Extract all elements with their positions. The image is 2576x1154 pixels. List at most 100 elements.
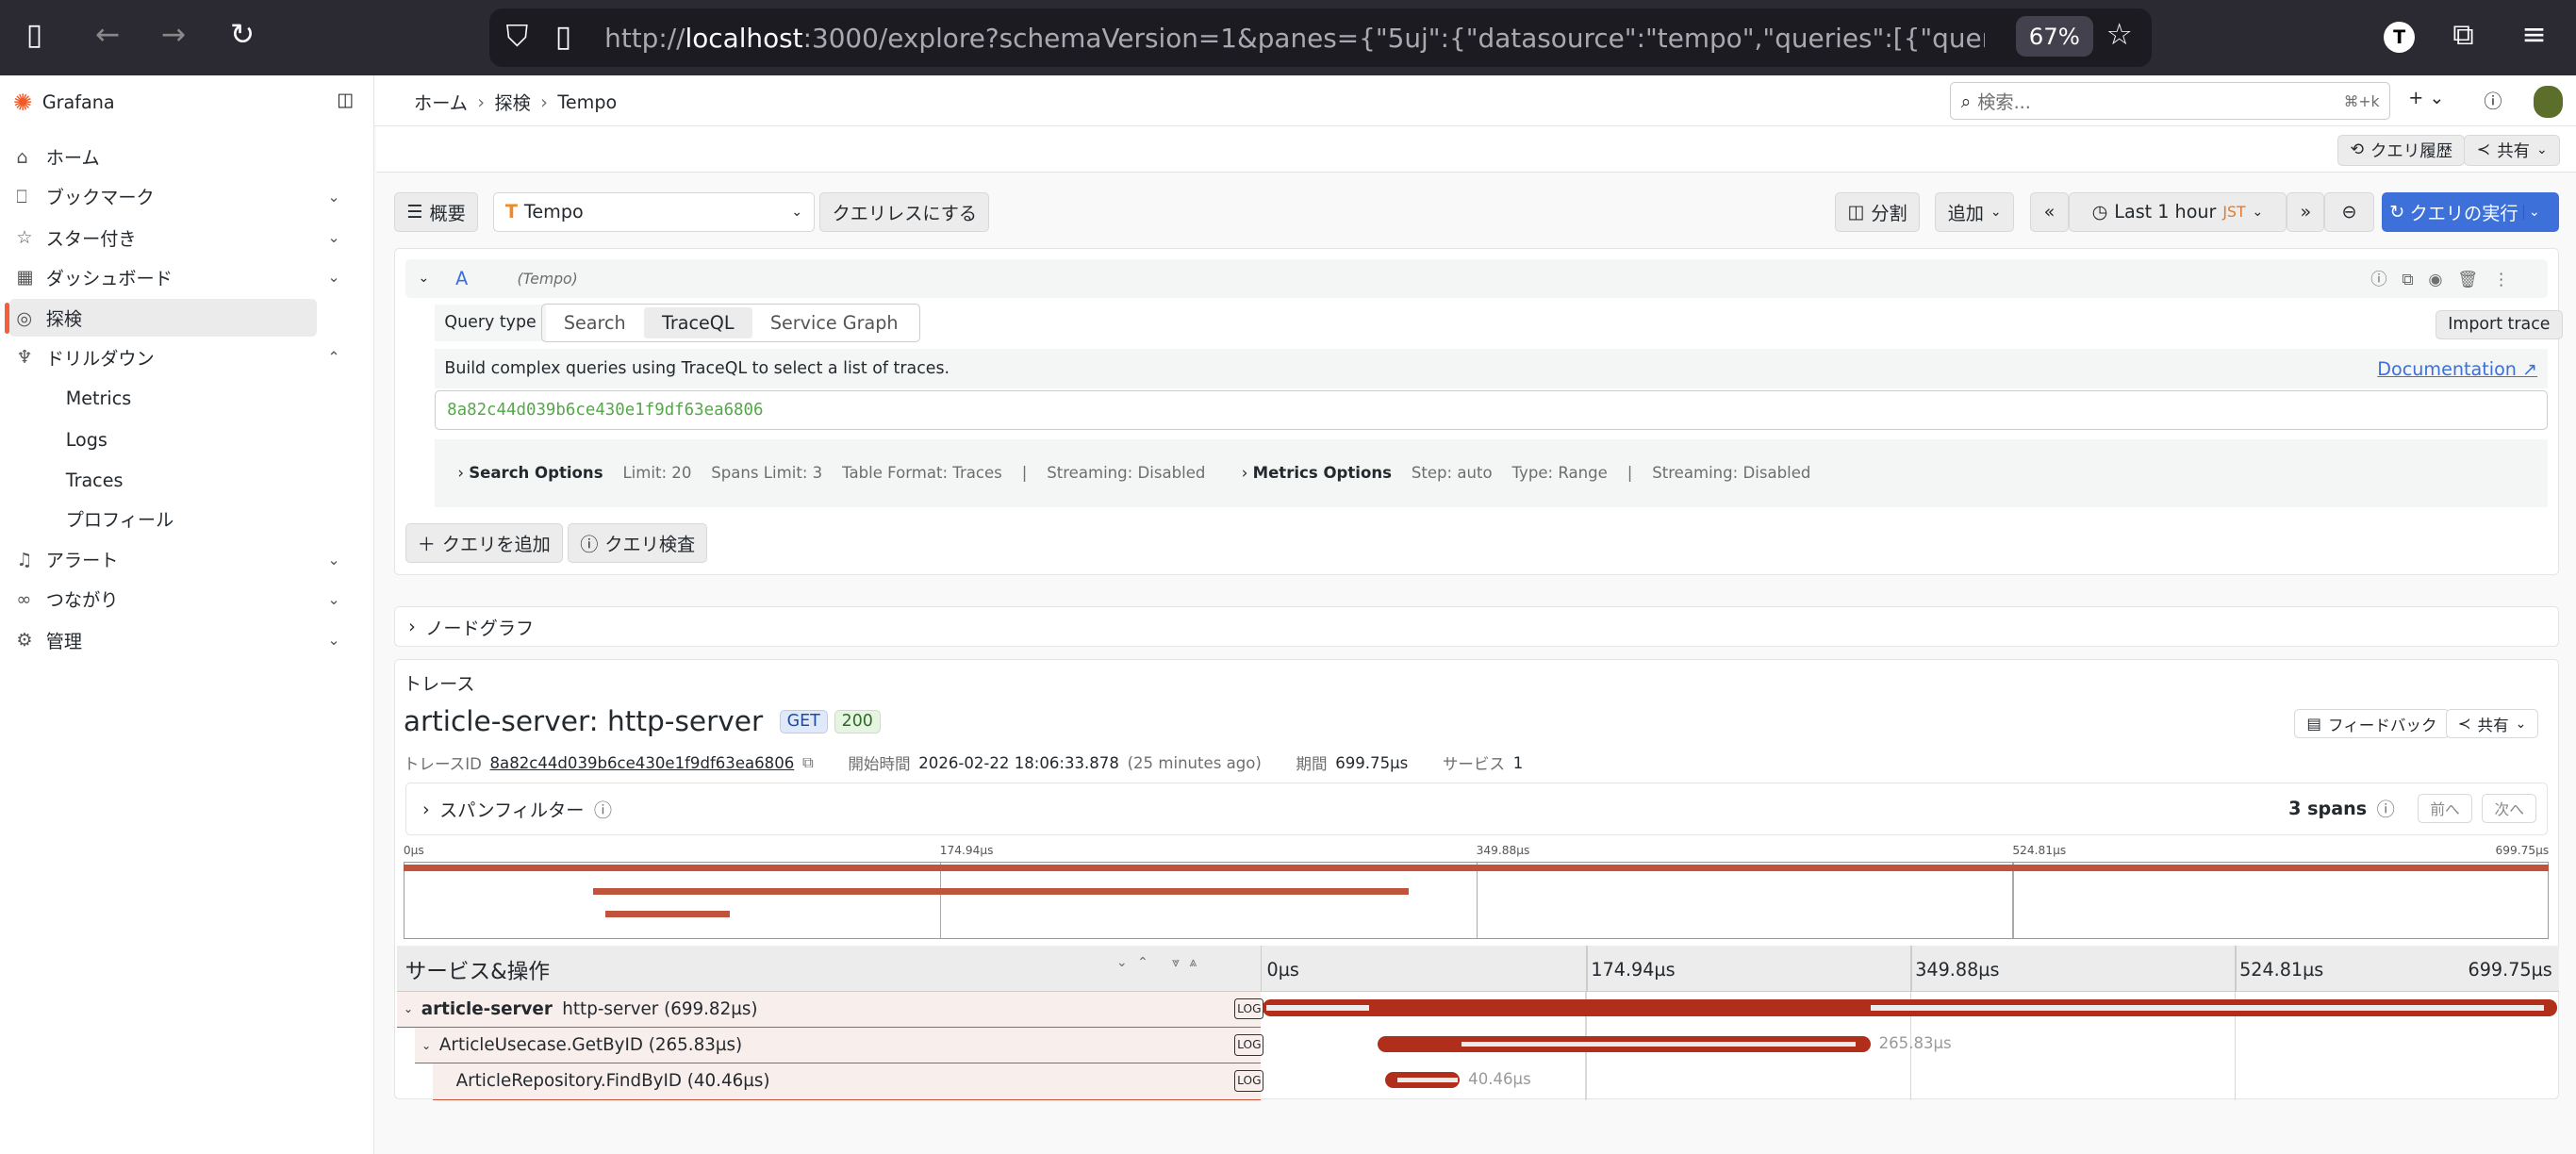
zoom-level[interactable]: 67% (2015, 16, 2093, 58)
span-filter-label[interactable]: スパンフィルター (439, 800, 585, 822)
user-avatar[interactable] (2533, 85, 2563, 119)
url-bar[interactable]: ⛉ ▯ http://localhost:3000/explore?schema… (489, 8, 2153, 68)
queryless-button[interactable]: クエリレスにする (819, 191, 990, 232)
span-name-cell[interactable]: ⌄ ArticleUsecase.GetByID (265.83µs) LOG (415, 1027, 1264, 1064)
documentation-link[interactable]: Documentation ↗ (2377, 357, 2538, 380)
chevron-icon[interactable]: ⌄ (327, 550, 340, 569)
next-button[interactable]: 次へ (2482, 793, 2537, 824)
add-label: 追加 (1947, 202, 1984, 224)
sidebar-item-7[interactable]: Logs (9, 420, 317, 458)
trace-minimap[interactable]: 0µs 174.94µs 349.88µs 524.81µs 699.75µs (403, 843, 2550, 939)
profile-avatar[interactable]: T (2384, 21, 2416, 53)
time-back-button[interactable]: « (2030, 191, 2069, 232)
back-icon[interactable]: ← (95, 18, 121, 53)
datasource-picker[interactable]: T Tempo ⌄ (492, 191, 816, 232)
span-row[interactable]: ArticleRepository.FindByID (40.46µs) LOG 4… (397, 1063, 2559, 1100)
chevron-icon[interactable]: ⌄ (327, 228, 340, 247)
query-type-service-graph[interactable]: Service Graph (769, 311, 899, 334)
sidebar-item-2[interactable]: ☆ スター付き ⌄ (9, 219, 339, 256)
timeline-tick: 524.81µs (2239, 958, 2324, 981)
list-icon: ☰ (406, 201, 423, 223)
query-type-search[interactable]: Search (563, 311, 626, 334)
star-icon[interactable]: ☆ (2105, 18, 2133, 53)
forward-icon[interactable]: → (160, 18, 187, 53)
sidebar-toggle-icon[interactable]: ▯ (25, 18, 43, 53)
query-ref-id[interactable]: A (455, 267, 469, 289)
span-bar[interactable] (1378, 1035, 1871, 1053)
info-icon: ⓘ (593, 800, 612, 822)
menu-icon[interactable]: ≡ (2521, 18, 2547, 53)
breadcrumb-explore[interactable]: 探検 (494, 92, 531, 115)
sidebar-item-6[interactable]: Metrics (9, 379, 317, 417)
sidebar-item-1[interactable]: ⎕ ブックマーク ⌄ (9, 177, 339, 215)
traceql-query-input[interactable]: 8a82c44d039b6ce430e1f9df63ea6806 (434, 389, 2548, 430)
span-toggle-icon[interactable]: ⌄ (403, 1002, 414, 1016)
import-trace-button[interactable]: Import trace (2436, 309, 2563, 339)
log-icon[interactable]: LOG (1234, 1033, 1264, 1056)
minimap-tick: 524.81µs (2012, 843, 2067, 857)
chevron-down-icon: ⌄ (791, 204, 802, 220)
sidebar-item-12[interactable]: ⚙ 管理 ⌄ (9, 621, 339, 659)
span-filter-toggle[interactable]: › (422, 798, 430, 820)
add-button[interactable]: 追加 ⌄ (1935, 191, 2014, 232)
url-host: localhost (685, 22, 803, 54)
zoom-out-button[interactable]: ⊖ (2324, 191, 2374, 232)
span-service: article-server (421, 998, 553, 1019)
span-row[interactable]: ⌄ ArticleUsecase.GetByID (265.83µs) LOG 265… (397, 1027, 2559, 1064)
span-bar[interactable] (1263, 999, 2557, 1016)
expand-collapse-buttons[interactable]: ⌄⌃ ⩔⩓ (1116, 955, 1207, 971)
time-forward-button[interactable]: » (2287, 191, 2325, 232)
sidebar-item-label: アラート (45, 550, 119, 572)
prev-button[interactable]: 前へ (2418, 793, 2472, 824)
dock-menu-icon[interactable]: ◫ (337, 89, 355, 111)
split-button[interactable]: ◫ 分割 (1835, 191, 1920, 232)
drilldown-icon: ♆ (16, 346, 33, 369)
search-options-toggle[interactable]: › Search Options (457, 464, 603, 483)
search-input[interactable]: ⌕ 検索... ⌘+k (1950, 82, 2391, 121)
log-icon[interactable]: LOG (1234, 997, 1264, 1020)
query-row-actions[interactable]: ⓘ⧉◉🗑⋮ (2370, 270, 2525, 289)
time-range-picker[interactable]: ◷ Last 1 hour JST ⌄ (2068, 191, 2287, 232)
sidebar-item-11[interactable]: ∞ つながり ⌄ (9, 580, 339, 618)
reload-icon[interactable]: ↻ (229, 18, 256, 53)
grafana-logo[interactable]: ✺ Grafana (13, 89, 115, 116)
add-query-button[interactable]: ＋クエリを追加 (405, 523, 564, 563)
query-type-traceql[interactable]: TraceQL (643, 306, 752, 339)
share-icon: ≺ (2476, 140, 2491, 160)
metrics-options-toggle[interactable]: › Metrics Options (1241, 464, 1392, 483)
span-name-cell[interactable]: ⌄ article-server http-server (699.82µs) LOG (396, 991, 1264, 1028)
sidebar-item-8[interactable]: Traces (9, 462, 317, 500)
help-icon[interactable]: ⓘ (2484, 91, 2502, 113)
trace-share-button[interactable]: ≺ 共有 ⌄ (2445, 708, 2539, 739)
sidebar-item-9[interactable]: プロフィール (9, 500, 317, 537)
outline-button[interactable]: ☰ 概要 (394, 191, 478, 232)
chevron-icon[interactable]: ⌄ (327, 631, 340, 650)
query-inspector-button[interactable]: ⓘ クエリ検査 (568, 523, 708, 563)
chevron-icon[interactable]: ⌄ (327, 187, 340, 206)
breadcrumb-home[interactable]: ホーム (414, 92, 468, 115)
copy-icon[interactable]: ⧉ (801, 753, 814, 772)
sidebar-item-4[interactable]: ◎ 探検 (5, 299, 318, 338)
span-toggle-icon[interactable]: ⌄ (421, 1038, 432, 1052)
chevron-icon[interactable]: ⌄ (327, 589, 340, 608)
sidebar-item-5[interactable]: ♆ ドリルダウン ⌃ (9, 338, 339, 376)
chevron-icon[interactable]: ⌃ (327, 348, 340, 367)
query-history-button[interactable]: ⟲ クエリ履歴 (2337, 134, 2466, 166)
sidebar-item-3[interactable]: ▦ ダッシュボード ⌄ (9, 258, 339, 296)
span-bar[interactable] (1384, 1071, 1461, 1089)
trace-id[interactable]: 8a82c44d039b6ce430e1f9df63ea6806 (489, 753, 795, 772)
services-count: 1 (1512, 753, 1524, 772)
sidebar-item-0[interactable]: ⌂ ホーム (9, 138, 317, 175)
run-query-button[interactable]: ↻ クエリの実行 ⌄ (2382, 191, 2560, 232)
feedback-button[interactable]: ▤ フィードバック (2294, 708, 2450, 739)
span-name-cell[interactable]: ArticleRepository.FindByID (40.46µs) LOG (433, 1063, 1264, 1100)
span-row[interactable]: ⌄ article-server http-server (699.82µs) LOG (396, 991, 2559, 1028)
sidebar-item-10[interactable]: ♫ アラート ⌄ (9, 540, 339, 578)
extensions-icon[interactable]: ⧉ (2452, 18, 2474, 53)
node-graph-toggle[interactable]: › ノードグラフ (394, 605, 2560, 648)
log-icon[interactable]: LOG (1234, 1070, 1264, 1093)
share-button[interactable]: ≺ 共有 ⌄ (2464, 134, 2560, 166)
chevron-icon[interactable]: ⌄ (327, 268, 340, 287)
collapse-icon[interactable]: ⌄ (418, 271, 430, 287)
add-new-button[interactable]: + ⌄ (2408, 87, 2445, 109)
